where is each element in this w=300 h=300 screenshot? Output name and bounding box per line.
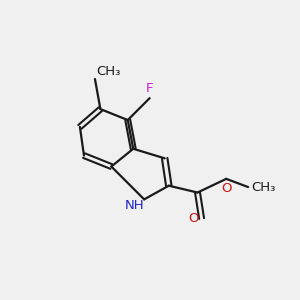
Text: O: O xyxy=(188,212,198,225)
Text: F: F xyxy=(146,82,153,95)
Text: CH₃: CH₃ xyxy=(96,64,121,78)
Text: CH₃: CH₃ xyxy=(251,181,276,194)
Text: NH: NH xyxy=(124,200,144,212)
Text: O: O xyxy=(221,182,232,195)
